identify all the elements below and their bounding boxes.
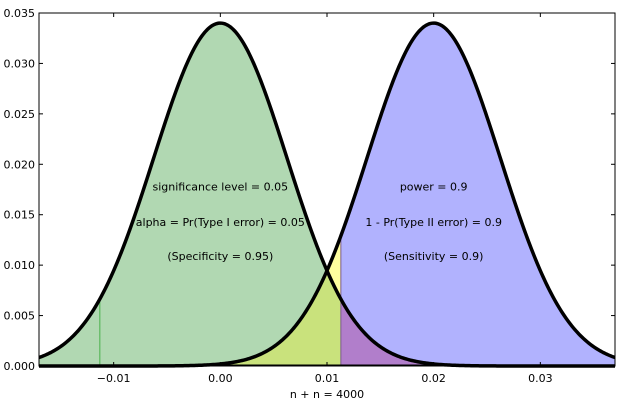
- y-tick-label: 0.015: [4, 209, 36, 222]
- x-tick-label: −0.01: [97, 372, 131, 385]
- x-tick-label: 0.00: [208, 372, 233, 385]
- y-tick-label: 0.020: [4, 158, 36, 171]
- x-tick-label: 0.01: [315, 372, 340, 385]
- annotation-significance-level: significance level = 0.05: [152, 181, 288, 194]
- annotation-power: power = 0.9: [400, 181, 468, 194]
- y-tick-label: 0.030: [4, 57, 36, 70]
- alpha-region-overlap: [340, 299, 615, 366]
- annotation-alpha: alpha = Pr(Type I error) = 0.05: [136, 216, 305, 229]
- annotations: significance level = 0.05 alpha = Pr(Typ…: [136, 181, 502, 264]
- distribution-fills: [39, 23, 615, 367]
- y-tick-label: 0.025: [4, 108, 36, 121]
- annotation-sensitivity: (Sensitivity = 0.9): [384, 250, 484, 263]
- x-axis-label: n + n = 4000: [290, 388, 364, 401]
- y-tick-label: 0.005: [4, 310, 36, 323]
- alternative-distribution-fill: [340, 23, 615, 367]
- annotation-type-ii: 1 - Pr(Type II error) = 0.9: [365, 216, 502, 229]
- null-distribution-fill: [39, 23, 341, 367]
- x-tick-label: 0.03: [528, 372, 553, 385]
- annotation-specificity: (Specificity = 0.95): [167, 250, 273, 263]
- x-tick-label: 0.02: [421, 372, 446, 385]
- y-tick-label: 0.000: [4, 360, 36, 373]
- y-tick-label: 0.010: [4, 259, 36, 272]
- overlap-region-left: [39, 270, 341, 366]
- y-tick-label: 0.035: [4, 7, 36, 20]
- axes: 0.000 0.005 0.010 0.015 0.020 0.025 0.030 0.035…: [4, 7, 616, 385]
